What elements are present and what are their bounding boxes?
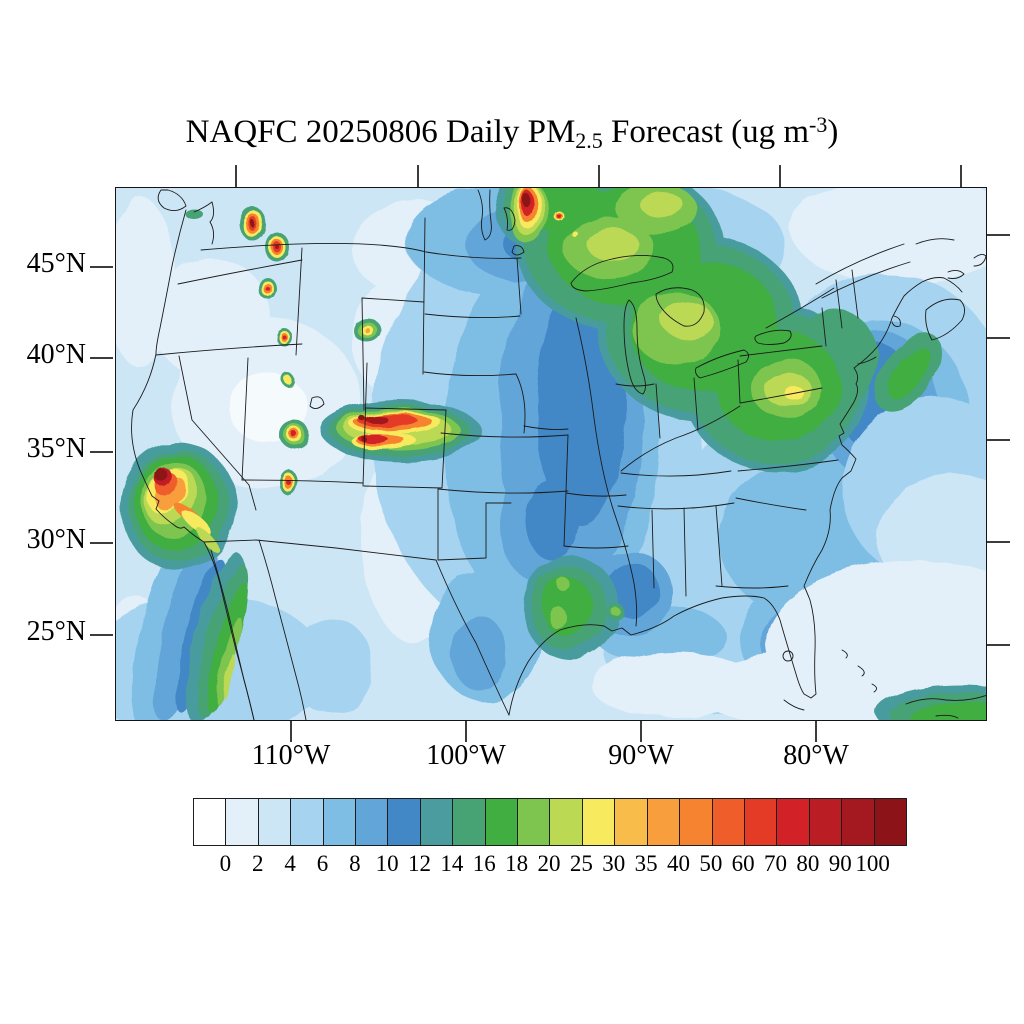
colorbar-tick-label: 40	[666, 851, 690, 876]
lon-label-90w: 90°W	[608, 740, 674, 771]
colorbar-tick-label: 8	[349, 851, 361, 876]
colorbar-cell	[842, 799, 875, 845]
colorbar-cell	[453, 799, 486, 845]
colorbar-cell	[874, 799, 906, 845]
colorbar-cell	[388, 799, 421, 845]
right-tick	[987, 644, 1010, 646]
colorbar-tick-label: 4	[284, 851, 296, 876]
right-tick	[987, 337, 1010, 339]
colorbar-tick-label: 0	[219, 851, 232, 876]
colorbar-tick-label: 25	[569, 851, 593, 876]
colorbar-tick-label: 14	[440, 851, 464, 876]
lon-tick-110w	[290, 720, 292, 742]
coastlines-and-borders	[131, 189, 986, 720]
right-tick	[987, 541, 1010, 543]
colorbar-cell	[777, 799, 810, 845]
top-tick	[779, 165, 781, 187]
title-text-2: Forecast (ug m	[602, 114, 809, 150]
lon-label-110w: 110°W	[251, 740, 331, 771]
colorbar-cell	[226, 799, 259, 845]
lon-label-100w: 100°W	[426, 740, 506, 771]
colorbar-cell	[420, 799, 454, 845]
colorbar-tick-label: 90	[828, 851, 852, 876]
title-subscript: 2.5	[575, 128, 603, 153]
top-tick	[417, 165, 419, 187]
colorbar-tick-label: 16	[472, 851, 496, 876]
colorbar-labels: 0 2 4 6 8 10 12 14 16 18 20 25 30 35 40 50 60 70 80 90 100	[193, 851, 905, 881]
colorbar-cell	[323, 799, 357, 845]
lat-label-40n: 40°N	[26, 339, 86, 370]
colorbar-cell	[712, 799, 745, 845]
lat-tick-30n	[90, 542, 113, 544]
colorbar-cell	[518, 799, 551, 845]
lon-label-80w: 80°W	[783, 740, 849, 771]
top-tick	[960, 165, 962, 187]
pm25-contour-map	[116, 188, 986, 720]
right-tick	[987, 439, 1010, 441]
colorbar-tick-label: 10	[375, 851, 399, 876]
lat-tick-45n	[90, 266, 113, 268]
top-tick	[598, 165, 600, 187]
colorbar-cell	[809, 799, 843, 845]
colorbar-tick-label: 2	[251, 851, 264, 876]
lat-tick-40n	[90, 357, 113, 359]
colorbar-cell	[615, 799, 648, 845]
contour-fills	[116, 188, 986, 720]
top-tick	[235, 165, 237, 187]
lon-tick-90w	[640, 720, 642, 742]
lat-label-30n: 30°N	[26, 524, 86, 555]
colorbar-tick-label: 6	[316, 851, 329, 876]
colorbar-tick-label: 35	[634, 851, 658, 876]
colorbar-cell	[356, 799, 389, 845]
lat-label-25n: 25°N	[26, 616, 86, 647]
colorbar-tick-label: 50	[699, 851, 723, 876]
lat-tick-25n	[90, 634, 113, 636]
colorbar-cell	[680, 799, 713, 845]
figure-title: NAQFC 20250806 Daily PM2.5 Forecast (ug …	[62, 112, 962, 154]
colorbar	[193, 798, 907, 846]
colorbar-cell	[291, 799, 324, 845]
title-superscript: -3	[809, 112, 828, 137]
colorbar-tick-label: 100	[855, 851, 890, 876]
colorbar-cell	[744, 799, 778, 845]
lat-tick-35n	[90, 451, 113, 453]
lon-tick-100w	[465, 720, 467, 742]
colorbar-cell	[258, 799, 292, 845]
colorbar-tick-label: 18	[505, 851, 529, 876]
lat-label-35n: 35°N	[26, 433, 86, 464]
colorbar-tick-label: 30	[602, 851, 626, 876]
map-frame	[115, 187, 987, 721]
colorbar-cell	[485, 799, 519, 845]
lon-tick-80w	[815, 720, 817, 742]
colorbar-cell	[582, 799, 616, 845]
right-tick	[987, 234, 1010, 236]
colorbar-tick-label: 20	[537, 851, 561, 876]
colorbar-tick-label: 70	[764, 851, 788, 876]
title-text-1: NAQFC 20250806 Daily PM	[185, 114, 576, 150]
lat-label-45n: 45°N	[26, 248, 86, 279]
title-text-3: )	[827, 114, 839, 150]
colorbar-tick-label: 12	[408, 851, 432, 876]
colorbar-tick-label: 80	[796, 851, 820, 876]
colorbar-cell	[647, 799, 681, 845]
colorbar-tick-label: 60	[731, 851, 755, 876]
colorbar-cell	[194, 799, 227, 845]
colorbar-cell	[550, 799, 583, 845]
